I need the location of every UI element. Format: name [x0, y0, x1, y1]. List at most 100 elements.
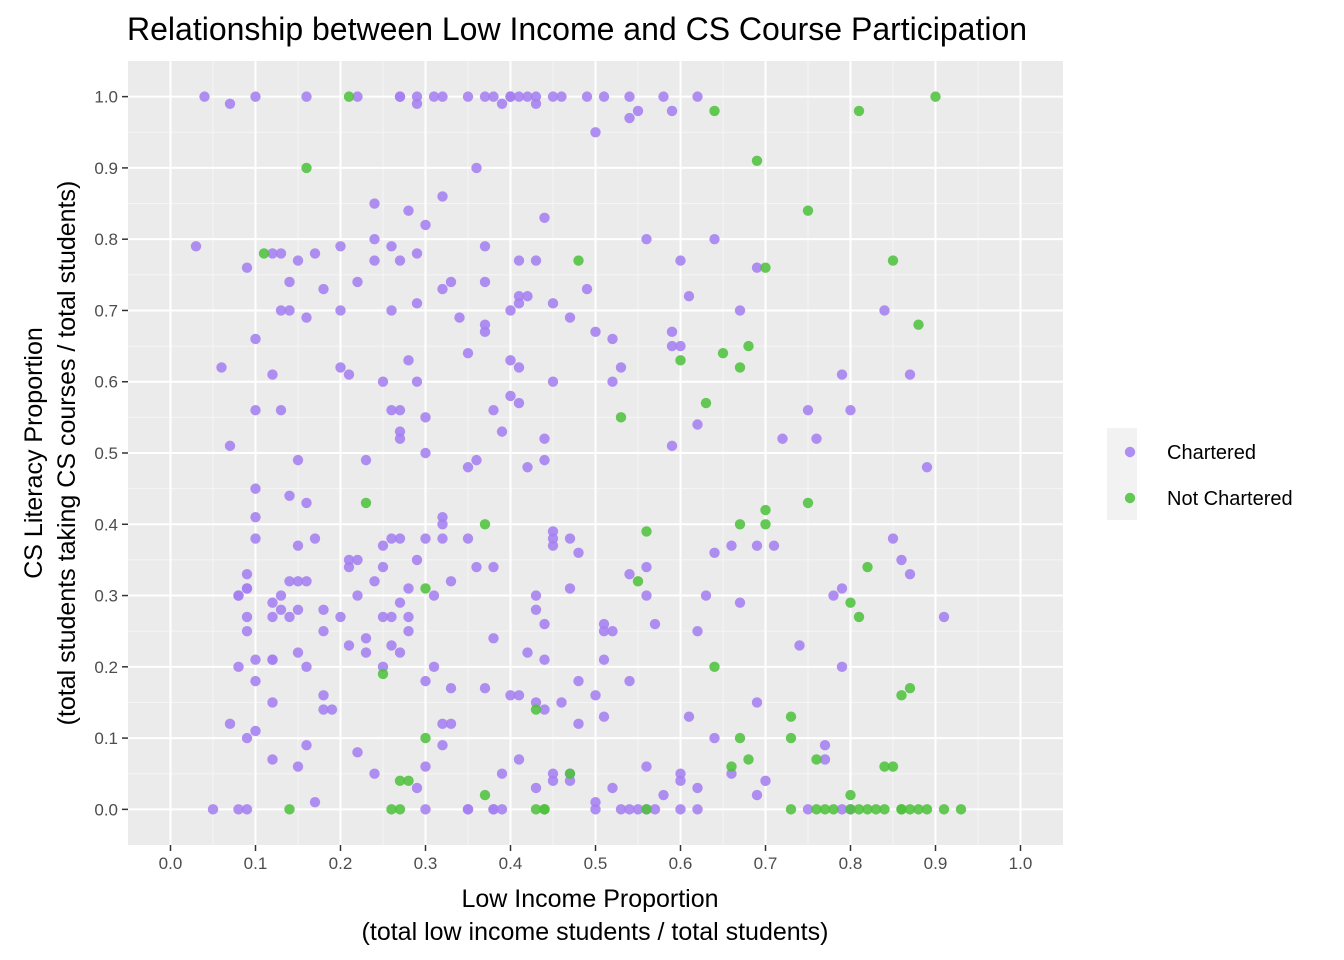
- chartered-point: [309, 797, 321, 808]
- chartered-point: [437, 519, 448, 530]
- x-tick-label: 1.0: [1009, 854, 1033, 873]
- not-chartered-point: [819, 804, 831, 815]
- chartered-point: [369, 576, 380, 587]
- chartered-point: [369, 233, 380, 245]
- not-chartered-point: [284, 804, 295, 815]
- chartered-point: [335, 241, 346, 252]
- x-tick-label: 0.9: [924, 854, 948, 873]
- chartered-point: [505, 390, 516, 402]
- chartered-point: [250, 511, 261, 523]
- chartered-point: [445, 683, 457, 694]
- y-axis: 0.0 0.1 0.2 0.3 0.4 0.5 0.6 0.7 0.8 0.9 1.0: [94, 88, 128, 819]
- legend-key-not-chartered: [1124, 492, 1136, 504]
- chartered-point: [335, 611, 346, 623]
- chartered-point: [437, 511, 448, 523]
- chartered-point: [530, 697, 542, 708]
- chartered-point: [666, 340, 678, 352]
- chartered-point: [590, 690, 601, 701]
- chartered-point: [267, 654, 278, 665]
- chartered-point: [411, 782, 423, 794]
- chartered-point: [437, 91, 448, 102]
- y-tick-label: 0.3: [94, 587, 118, 606]
- not-chartered-point: [785, 732, 797, 744]
- chartered-point: [828, 590, 839, 601]
- chartered-point: [632, 804, 644, 815]
- chartered-point: [539, 433, 550, 444]
- chartered-point: [513, 291, 525, 302]
- chartered-point: [224, 718, 236, 730]
- chartered-point: [836, 804, 848, 815]
- chartered-point: [386, 533, 397, 544]
- chartered-point: [437, 533, 448, 544]
- not-chartered-point: [709, 105, 720, 117]
- not-chartered-point: [743, 340, 754, 352]
- chartered-point: [896, 554, 907, 566]
- y-tick-label: 0.6: [94, 373, 118, 392]
- not-chartered-point: [700, 397, 712, 409]
- chartered-point: [564, 775, 576, 787]
- not-chartered-point: [743, 754, 754, 765]
- chartered-point: [241, 625, 253, 637]
- chartered-point: [522, 647, 533, 658]
- chartered-point: [309, 248, 321, 259]
- chartered-point: [233, 804, 244, 815]
- not-chartered-point: [904, 804, 916, 815]
- not-chartered-point: [479, 789, 491, 801]
- not-chartered-point: [564, 768, 576, 779]
- not-chartered-point: [930, 91, 941, 102]
- chartered-point: [301, 91, 312, 102]
- chartered-point: [369, 198, 380, 209]
- chartered-point: [598, 91, 610, 102]
- chartered-point: [437, 283, 448, 295]
- chartered-point: [292, 540, 304, 551]
- chartered-point: [190, 241, 202, 252]
- x-tick-label: 0.6: [669, 854, 693, 873]
- chartered-point: [301, 497, 312, 509]
- chartered-point: [360, 454, 372, 466]
- not-chartered-point: [258, 248, 270, 259]
- chartered-point: [683, 711, 695, 722]
- x-tick-label: 0.4: [499, 854, 523, 873]
- not-chartered-point: [539, 804, 550, 815]
- chartered-point: [233, 590, 244, 601]
- chartered-point: [709, 547, 720, 558]
- chartered-point: [539, 618, 550, 630]
- chartered-point: [352, 747, 363, 758]
- chartered-point: [403, 611, 414, 623]
- y-tick-label: 0.8: [94, 230, 118, 249]
- chartered-point: [428, 661, 440, 673]
- chartered-point: [403, 583, 414, 594]
- chartered-point: [445, 276, 457, 288]
- chartered-point: [581, 283, 593, 295]
- chartered-point: [241, 611, 253, 623]
- chartered-point: [641, 590, 652, 601]
- chartered-point: [573, 675, 584, 687]
- x-axis-title-line1: Low Income Proportion: [461, 885, 718, 913]
- chartered-point: [369, 255, 380, 266]
- chartered-point: [777, 433, 788, 444]
- chartered-point: [547, 533, 559, 544]
- chartered-point: [267, 754, 278, 765]
- not-chartered-point: [403, 775, 414, 787]
- chartered-point: [318, 604, 329, 615]
- chartered-point: [292, 761, 304, 772]
- chartered-point: [284, 611, 295, 623]
- x-tick-label: 0.0: [159, 854, 183, 873]
- chartered-point: [301, 661, 312, 673]
- data-points: [190, 91, 967, 815]
- chartered-point: [530, 91, 542, 102]
- chartered-point: [318, 625, 329, 637]
- not-chartered-point: [641, 526, 652, 537]
- chartered-point: [250, 725, 261, 737]
- chart-title: Relationship between Low Income and CS C…: [127, 11, 1027, 47]
- chartered-point: [233, 661, 244, 673]
- chartered-point: [641, 561, 652, 573]
- chartered-point: [352, 590, 363, 601]
- chartered-point: [462, 462, 474, 473]
- x-tick-label: 0.3: [414, 854, 438, 873]
- chartered-point: [581, 91, 593, 102]
- not-chartered-point: [760, 519, 771, 530]
- chartered-point: [377, 540, 389, 551]
- not-chartered-point: [802, 205, 814, 216]
- chartered-point: [624, 675, 635, 687]
